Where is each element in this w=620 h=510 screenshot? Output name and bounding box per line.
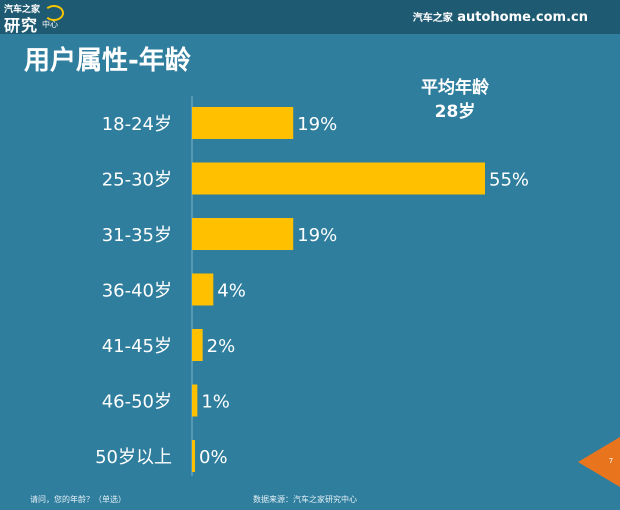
bar — [192, 384, 198, 417]
category-label: 41-45岁 — [102, 336, 172, 357]
logo-swirl-icon — [44, 5, 64, 21]
average-age-value: 28岁 — [434, 102, 476, 122]
category-label: 46-50岁 — [102, 392, 172, 413]
category-label: 25-30岁 — [102, 170, 172, 191]
category-label: 31-35岁 — [102, 225, 172, 246]
page-tab-shape — [578, 437, 620, 487]
data-source: 数据来源：汽车之家研究中心 — [253, 495, 357, 504]
bar — [192, 162, 485, 195]
value-label: 4% — [217, 281, 246, 302]
value-label: 0% — [199, 447, 228, 468]
bar — [192, 273, 214, 306]
logo-line-1: 汽车之家 — [4, 5, 41, 15]
average-age-label: 平均年龄 — [421, 78, 489, 98]
value-label: 19% — [297, 114, 337, 135]
average-age-callout: 平均年龄 28岁 — [410, 76, 500, 124]
survey-question: 请问，您的年龄？（单选） — [30, 495, 126, 504]
header-bar: 汽车之家 研究 中心 汽车之家 autohome.com.cn — [0, 0, 620, 35]
category-label: 18-24岁 — [102, 114, 172, 135]
research-center-logo: 汽车之家 研究 中心 — [4, 2, 64, 35]
value-label: 1% — [201, 392, 230, 413]
bar — [192, 218, 294, 250]
bar — [192, 440, 195, 472]
page-title: 用户属性-年龄 — [24, 46, 191, 76]
value-label: 2% — [207, 336, 236, 357]
brand-cn: 汽车之家 — [412, 13, 453, 24]
page-number: 7 — [608, 457, 614, 465]
category-label: 36-40岁 — [102, 281, 172, 302]
value-label: 55% — [489, 170, 529, 191]
bar — [192, 329, 203, 361]
brand-url: autohome.com.cn — [457, 10, 588, 25]
category-label: 50岁以上 — [95, 447, 172, 468]
logo-line-3: 中心 — [42, 20, 58, 29]
value-label: 19% — [297, 225, 337, 246]
bar — [192, 107, 294, 139]
autohome-brand: 汽车之家 autohome.com.cn — [413, 9, 588, 25]
age-bar-chart: 18-24岁 19% 25-30岁 55% 31-35岁 19% 36-40岁 4% 41-45… — [95, 96, 529, 476]
logo-line-2: 研究 — [4, 16, 39, 35]
